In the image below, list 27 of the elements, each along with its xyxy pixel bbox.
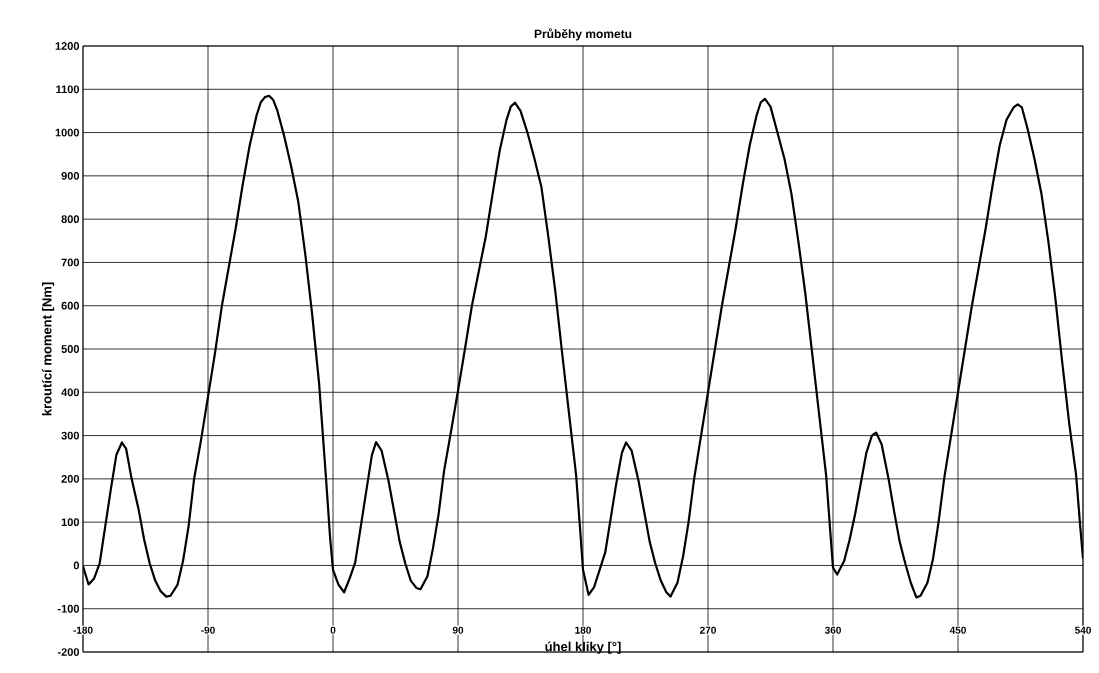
y-tick-label: -200 <box>57 648 80 656</box>
y-tick-label: 600 <box>61 301 80 310</box>
x-tick-label: 180 <box>575 626 591 634</box>
y-tick-label: 500 <box>61 345 80 353</box>
y-tick-label: 800 <box>61 215 80 224</box>
chart-title: Průběhy mometu <box>534 28 632 41</box>
x-tick-label: 540 <box>1074 626 1091 634</box>
y-tick-label: 900 <box>61 171 80 180</box>
x-tick-label: 270 <box>700 626 716 634</box>
x-axis-title: úhel kliky [°] <box>545 641 621 654</box>
y-tick-label: 100 <box>61 518 80 527</box>
y-tick-label: 200 <box>61 474 80 483</box>
y-axis-title: kroutící moment [Nm] <box>41 282 55 416</box>
y-tick-label: 1200 <box>55 42 80 50</box>
x-tick-label: 450 <box>949 626 966 634</box>
y-tick-label: 0 <box>73 561 80 570</box>
y-tick-label: 1100 <box>56 85 80 94</box>
y-tick-label: 400 <box>61 388 80 397</box>
x-tick-label: -90 <box>201 626 215 634</box>
y-tick-label: -100 <box>57 604 80 613</box>
x-tick-label: -180 <box>73 626 93 634</box>
x-tick-label: 90 <box>452 626 464 634</box>
x-tick-label: 360 <box>824 626 841 634</box>
x-tick-label: 0 <box>330 626 336 634</box>
y-tick-label: 1000 <box>55 128 80 137</box>
y-tick-label: 300 <box>61 431 80 440</box>
y-tick-label: 700 <box>61 258 80 267</box>
